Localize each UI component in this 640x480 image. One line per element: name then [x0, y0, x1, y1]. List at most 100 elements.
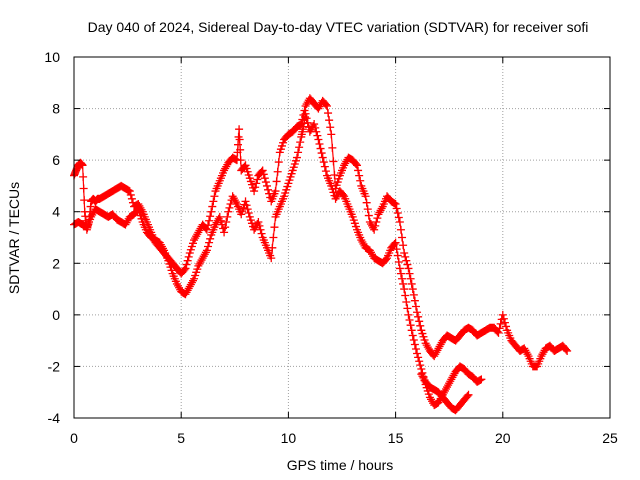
y-tick-label: 10 — [44, 49, 60, 65]
data-point-marker — [209, 197, 218, 206]
data-point-marker — [523, 350, 532, 359]
data-point-marker — [313, 131, 322, 140]
data-point-marker — [351, 160, 360, 169]
data-point-marker — [321, 167, 330, 176]
data-point-marker — [403, 260, 412, 269]
x-tick-label: 25 — [602, 430, 618, 446]
data-point-marker — [498, 310, 507, 319]
data-point-marker — [208, 202, 217, 211]
data-point-marker — [252, 179, 261, 188]
data-point-marker — [414, 353, 423, 362]
data-point-marker — [495, 324, 504, 333]
data-point-marker — [563, 346, 572, 355]
data-point-marker — [401, 291, 410, 300]
data-point-marker — [354, 166, 363, 175]
data-point-marker — [496, 319, 505, 328]
data-point-marker — [392, 204, 401, 213]
data-point-marker — [391, 238, 400, 247]
y-axis-label: SDTVAR / TECUs — [6, 182, 22, 294]
data-point-marker — [206, 234, 215, 243]
data-point-marker — [370, 225, 379, 234]
data-point-marker — [413, 308, 422, 317]
data-point-marker — [395, 264, 404, 273]
data-point-marker — [410, 340, 419, 349]
data-point-marker — [403, 304, 412, 313]
data-point-marker — [181, 264, 190, 273]
data-point-marker — [413, 349, 422, 358]
data-point-marker — [210, 192, 219, 201]
x-tick-label: 20 — [495, 430, 511, 446]
data-point-marker — [396, 269, 405, 278]
data-point-marker — [394, 213, 403, 222]
data-point-marker — [377, 204, 386, 213]
data-point-marker — [205, 216, 214, 225]
data-point-marker — [402, 297, 411, 306]
data-point-marker — [326, 123, 335, 132]
x-tick-label: 10 — [281, 430, 297, 446]
data-point-marker — [301, 109, 310, 118]
data-point-marker — [236, 156, 245, 165]
data-point-marker — [410, 296, 419, 305]
data-point-marker — [269, 233, 278, 242]
data-point-marker — [316, 144, 325, 153]
data-point-marker — [406, 321, 415, 330]
data-point-marker — [399, 241, 408, 250]
data-point-marker — [215, 212, 224, 221]
data-point-marker — [261, 178, 270, 187]
data-point-marker — [319, 158, 328, 167]
data-point-marker — [201, 248, 210, 257]
data-point-marker — [251, 183, 260, 192]
data-point-marker — [405, 269, 414, 278]
data-point-marker — [406, 274, 415, 283]
data-point-marker — [411, 345, 420, 354]
data-point-marker — [464, 390, 473, 399]
data-point-marker — [180, 265, 189, 274]
data-point-marker — [402, 256, 411, 265]
data-point-marker — [499, 314, 508, 323]
data-point-marker — [241, 197, 250, 206]
data-point-marker — [415, 357, 424, 366]
data-point-marker — [259, 170, 268, 179]
data-point-marker — [311, 123, 320, 132]
data-point-marker — [396, 225, 405, 234]
y-tick-label: 8 — [52, 101, 60, 117]
data-point-marker — [79, 172, 88, 181]
x-tick-label: 5 — [177, 430, 185, 446]
data-point-marker — [494, 328, 503, 337]
y-tick-label: 0 — [52, 307, 60, 323]
data-point-marker — [315, 140, 324, 149]
data-point-marker — [415, 317, 424, 326]
data-point-marker — [257, 229, 266, 238]
data-point-marker — [400, 248, 409, 257]
data-point-marker — [407, 279, 416, 288]
data-point-marker — [183, 256, 192, 265]
data-point-marker — [125, 187, 134, 196]
series-layer — [70, 94, 572, 415]
data-point-marker — [392, 245, 401, 254]
data-point-marker — [253, 175, 262, 184]
y-tick-label: 2 — [52, 255, 60, 271]
data-point-marker — [231, 198, 240, 207]
data-point-marker — [184, 252, 193, 261]
data-point-marker — [243, 205, 252, 214]
data-point-marker — [274, 158, 283, 167]
data-point-marker — [80, 196, 89, 205]
data-point-marker — [256, 225, 265, 234]
data-point-marker — [204, 242, 212, 251]
plot-frame — [73, 56, 611, 419]
data-point-marker — [355, 171, 364, 180]
data-point-marker — [390, 239, 399, 248]
data-point-marker — [318, 153, 327, 162]
y-tick-label: -4 — [48, 410, 61, 426]
data-point-marker — [477, 375, 486, 384]
data-point-marker — [391, 199, 400, 208]
data-point-marker — [302, 114, 311, 123]
chart-title: Day 040 of 2024, Sidereal Day-to-day VTE… — [88, 19, 589, 35]
data-point-marker — [244, 209, 253, 218]
data-point-marker — [204, 221, 212, 230]
data-point-marker — [328, 143, 337, 152]
data-point-marker — [393, 251, 402, 260]
x-axis-label: GPS time / hours — [287, 457, 394, 473]
data-point-marker — [264, 185, 273, 194]
